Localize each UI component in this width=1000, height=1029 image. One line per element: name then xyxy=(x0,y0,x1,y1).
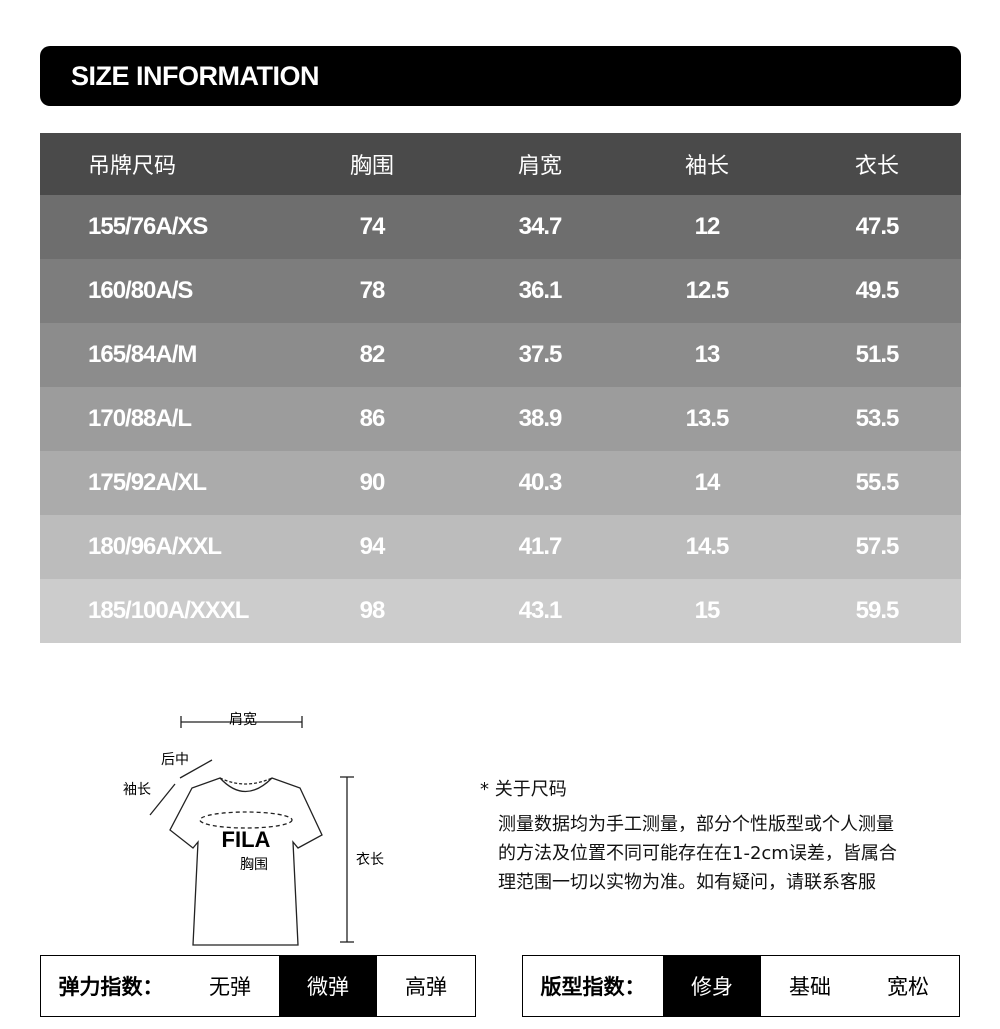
elasticity-option-slight: 微弹 xyxy=(279,956,377,1016)
cell-length: 59.5 xyxy=(855,597,900,624)
cell-size: 185/100A/XXXL xyxy=(88,597,249,624)
header-sleeve: 袖长 xyxy=(684,154,730,179)
label-back-center: 后中 xyxy=(161,752,189,768)
cell-length: 51.5 xyxy=(855,341,900,368)
cell-shoulder: 43.1 xyxy=(518,597,563,624)
elasticity-option-none: 无弹 xyxy=(209,975,251,999)
cell-length: 57.5 xyxy=(855,533,900,560)
cell-size: 155/76A/XS xyxy=(88,213,208,240)
label-chest: 胸围 xyxy=(240,857,268,873)
label-sleeve: 袖长 xyxy=(123,782,151,798)
cell-chest: 98 xyxy=(359,597,386,624)
cell-chest: 86 xyxy=(359,405,386,432)
cell-shoulder: 40.3 xyxy=(518,469,563,496)
cell-chest: 74 xyxy=(359,213,386,240)
table-row: 155/76A/XS 74 34.7 12 47.5 xyxy=(40,195,961,259)
table-header: 吊牌尺码 胸围 肩宽 袖长 衣长 xyxy=(40,133,961,195)
section-title: SIZE INFORMATION xyxy=(40,46,961,106)
table-row: 185/100A/XXXL 98 43.1 15 59.5 xyxy=(40,579,961,643)
fit-label: 版型指数： xyxy=(540,975,646,999)
table-row: 160/80A/S 78 36.1 12.5 49.5 xyxy=(40,259,961,323)
cell-sleeve: 14 xyxy=(694,469,721,496)
fila-logo: FILA xyxy=(222,827,271,852)
label-length: 衣长 xyxy=(356,852,384,868)
cell-size: 175/92A/XL xyxy=(88,469,207,496)
cell-shoulder: 41.7 xyxy=(518,533,563,560)
elasticity-label: 弹力指数： xyxy=(58,975,164,999)
table-row: 180/96A/XXL 94 41.7 14.5 57.5 xyxy=(40,515,961,579)
cell-sleeve: 13 xyxy=(694,341,721,368)
cell-shoulder: 34.7 xyxy=(518,213,563,240)
note-line: 理范围一切以实物为准。如有疑问，请联系客服 xyxy=(498,872,876,893)
cell-shoulder: 38.9 xyxy=(518,405,563,432)
size-note: * 关于尺码 测量数据均为手工测量，部分个性版型或个人测量 的方法及位置不同可能… xyxy=(480,775,897,897)
cell-sleeve: 14.5 xyxy=(685,533,730,560)
cell-sleeve: 12 xyxy=(694,213,721,240)
header-length: 衣长 xyxy=(854,154,900,179)
fit-option-slim: 修身 xyxy=(663,956,761,1016)
size-table: 吊牌尺码 胸围 肩宽 袖长 衣长 155/76A/XS 74 34.7 12 47.5 1… xyxy=(40,133,961,643)
cell-shoulder: 36.1 xyxy=(518,277,563,304)
header-shoulder: 肩宽 xyxy=(517,154,563,179)
fit-option-regular: 基础 xyxy=(789,975,831,999)
cell-shoulder: 37.5 xyxy=(518,341,563,368)
header-size: 吊牌尺码 xyxy=(88,154,177,179)
cell-size: 180/96A/XXL xyxy=(88,533,222,560)
cell-chest: 78 xyxy=(359,277,386,304)
cell-length: 49.5 xyxy=(855,277,900,304)
elasticity-index: 弹力指数： 无弹 微弹 高弹 xyxy=(40,955,476,1017)
cell-chest: 90 xyxy=(359,469,386,496)
label-shoulder: 肩宽 xyxy=(229,711,257,728)
table-row: 175/92A/XL 90 40.3 14 55.5 xyxy=(40,451,961,515)
elasticity-option-high: 高弹 xyxy=(405,975,447,999)
note-title: * 关于尺码 xyxy=(480,779,567,800)
cell-chest: 94 xyxy=(359,533,386,560)
cell-length: 47.5 xyxy=(855,213,900,240)
cell-sleeve: 15 xyxy=(694,597,721,624)
note-line: 测量数据均为手工测量，部分个性版型或个人测量 xyxy=(498,814,894,835)
cell-size: 160/80A/S xyxy=(88,277,193,304)
cell-length: 53.5 xyxy=(855,405,900,432)
fit-option-loose: 宽松 xyxy=(887,975,929,999)
cell-size: 165/84A/M xyxy=(88,341,197,368)
cell-sleeve: 13.5 xyxy=(685,405,730,432)
table-row: 165/84A/M 82 37.5 13 51.5 xyxy=(40,323,961,387)
table-row: 170/88A/L 86 38.9 13.5 53.5 xyxy=(40,387,961,451)
cell-size: 170/88A/L xyxy=(88,405,192,432)
cell-sleeve: 12.5 xyxy=(685,277,730,304)
header-chest: 胸围 xyxy=(349,154,395,179)
fit-index: 版型指数： 修身 基础 宽松 xyxy=(522,955,960,1017)
tshirt-diagram: 肩宽 后中 袖长 FILA 胸围 衣长 xyxy=(123,711,384,946)
cell-length: 55.5 xyxy=(855,469,900,496)
note-line: 的方法及位置不同可能存在在1-2cm误差，皆属合 xyxy=(498,843,897,864)
cell-chest: 82 xyxy=(359,341,386,368)
